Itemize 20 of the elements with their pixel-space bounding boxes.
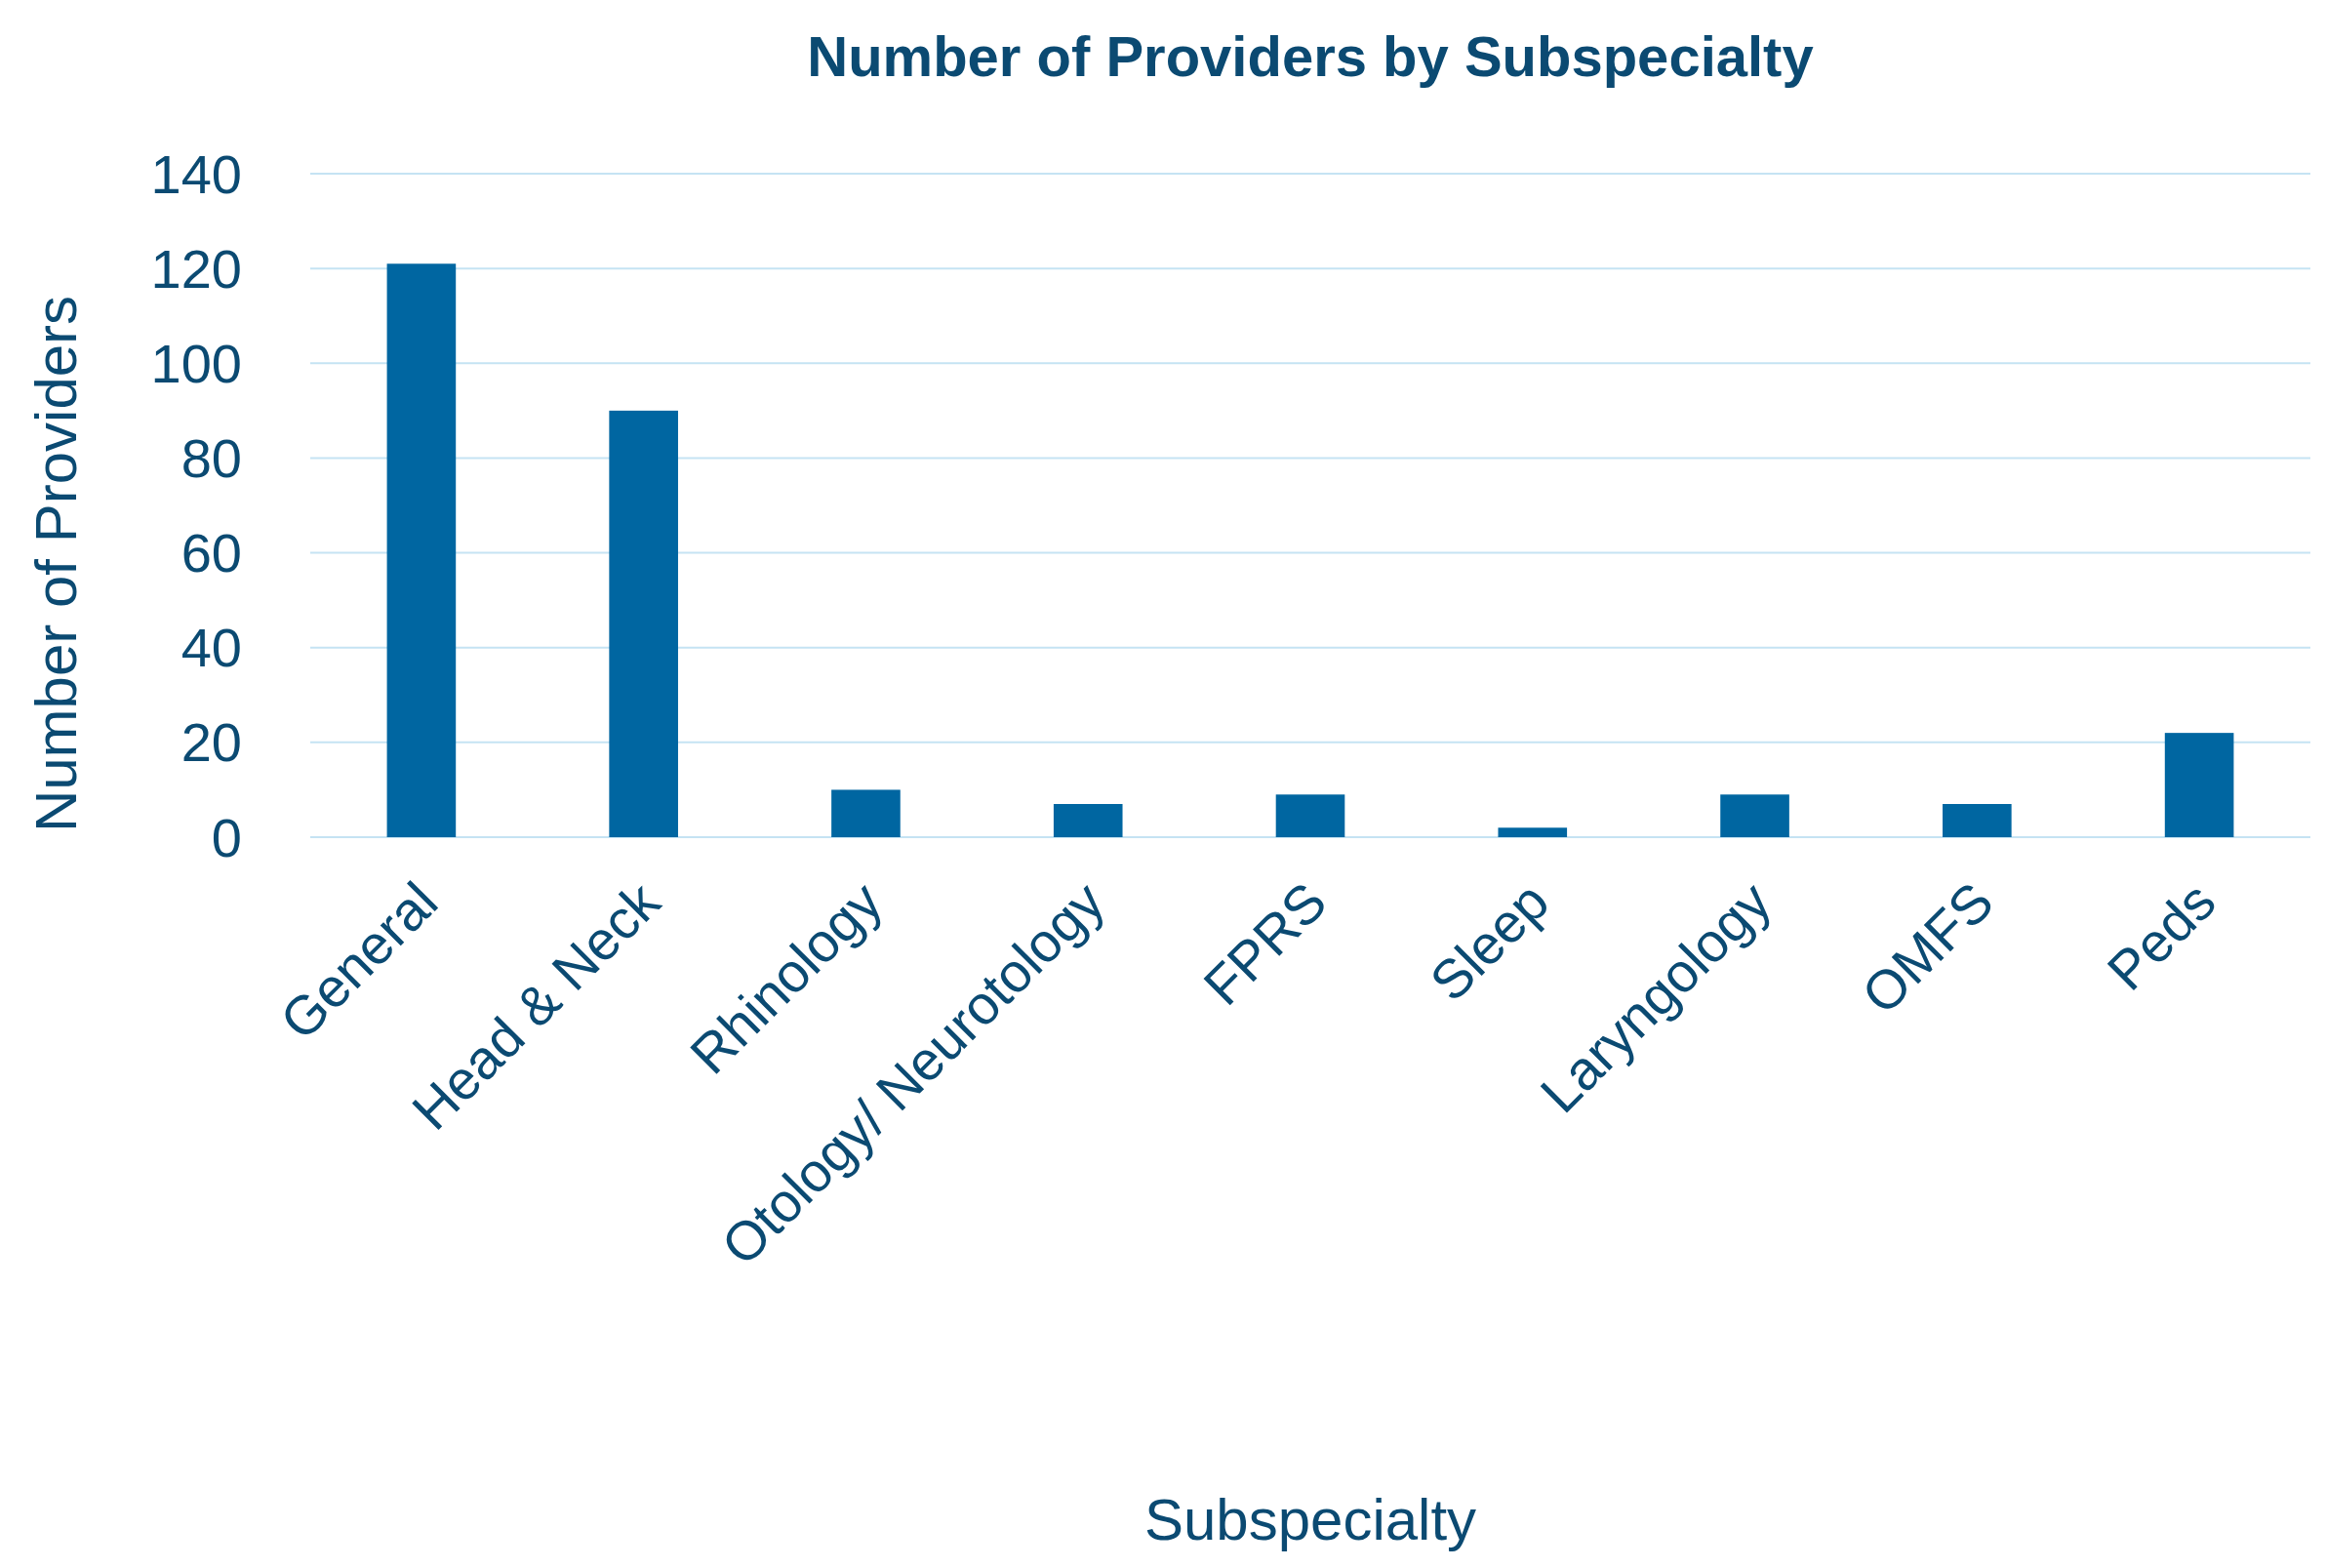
- y-tick-label: 0: [211, 806, 242, 868]
- bar: [386, 263, 457, 837]
- y-tick-label: 20: [180, 711, 242, 774]
- y-tick-label: 40: [180, 617, 242, 679]
- y-tick-label: 60: [180, 522, 242, 584]
- y-tick-label: 140: [150, 142, 242, 205]
- bar: [1720, 794, 1789, 837]
- bar: [1053, 804, 1123, 837]
- y-tick-label: 80: [180, 427, 242, 490]
- bar: [1498, 827, 1568, 837]
- bar: [2164, 733, 2234, 837]
- chart-title: Number of Providers by Subspecialty: [807, 24, 1814, 88]
- y-axis-title: Number of Providers: [23, 295, 89, 833]
- bar: [1275, 794, 1345, 837]
- bar: [831, 789, 901, 837]
- y-tick-label: 120: [150, 237, 242, 300]
- bar: [609, 410, 678, 837]
- x-axis-title: Subspecialty: [1143, 1487, 1477, 1552]
- bar: [1943, 804, 2012, 837]
- y-tick-label: 100: [150, 332, 242, 394]
